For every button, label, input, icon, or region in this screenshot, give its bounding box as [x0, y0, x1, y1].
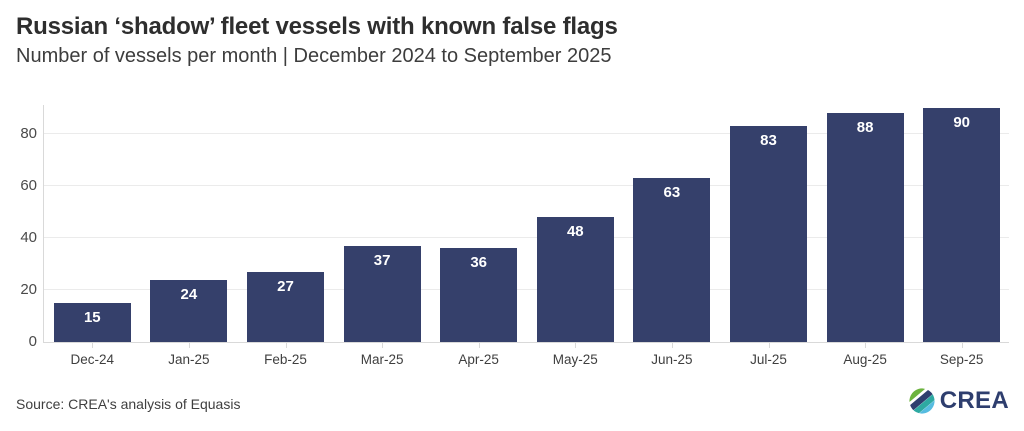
chart-subtitle: Number of vessels per month | December 2… — [16, 45, 612, 67]
bar: 83 — [730, 126, 807, 342]
bar-value-label: 48 — [566, 223, 584, 241]
x-tick-label: Apr-25 — [458, 352, 499, 367]
gridline — [44, 132, 1009, 134]
x-axis-tick — [478, 342, 480, 348]
chart-title: Russian ‘shadow’ fleet vessels with know… — [16, 13, 618, 40]
bar-value-label: 37 — [373, 251, 391, 269]
bar: 63 — [633, 178, 711, 342]
bar-value-label: 27 — [277, 277, 294, 295]
x-axis-tick — [188, 342, 190, 348]
crea-logo-icon — [904, 383, 940, 419]
x-tick-label: Aug-25 — [843, 352, 887, 367]
bar-value-label: 15 — [83, 308, 101, 326]
y-tick-label: 60 — [20, 176, 37, 194]
gridline — [44, 288, 1009, 290]
bar: 88 — [826, 113, 904, 342]
x-tick-label: Mar-25 — [360, 352, 404, 367]
x-axis-tick — [865, 342, 867, 348]
bar: 27 — [247, 271, 324, 342]
bar-value-label: 90 — [953, 113, 971, 131]
plot-area: 0 20 40 60 80 15 24 27 37 36 48 63 83 88 90 Dec-24 Jan… — [20, 105, 1009, 367]
x-tick-label: Jul-25 — [750, 352, 787, 367]
source-note: Source: CREA's analysis of Equasis — [16, 396, 241, 412]
x-tick-label: Dec-24 — [70, 352, 115, 367]
x-axis-tick — [961, 342, 963, 348]
x-tick-label: Jan-25 — [168, 352, 210, 367]
x-tick-label: Sep-25 — [939, 352, 984, 367]
x-axis-tick — [768, 342, 770, 348]
bar-value-label: 24 — [180, 285, 198, 303]
bar-value-label: 88 — [856, 119, 874, 137]
gridline — [44, 184, 1009, 186]
y-tick-label: 80 — [20, 124, 37, 142]
y-tick-label: 20 — [20, 280, 37, 298]
bar-value-label: 36 — [470, 254, 488, 272]
x-axis-tick — [92, 342, 94, 348]
x-axis-tick — [382, 342, 384, 348]
bar: 15 — [53, 302, 131, 342]
crea-logo: CREA — [904, 383, 1009, 419]
bar: 90 — [923, 107, 1001, 342]
bar-value-label: 83 — [760, 132, 777, 150]
x-axis-tick — [575, 342, 577, 348]
x-axis-tick — [671, 342, 673, 348]
x-axis-tick — [285, 342, 287, 348]
crea-logo-text: CREA — [939, 387, 1009, 414]
x-tick-label: May-25 — [552, 352, 598, 367]
bar: 36 — [440, 248, 518, 342]
bar: 48 — [536, 217, 614, 342]
y-tick-label: 40 — [20, 228, 37, 246]
bar: 24 — [150, 279, 228, 342]
gridline — [44, 236, 1009, 238]
bar-value-label: 63 — [663, 184, 681, 202]
x-tick-label: Feb-25 — [264, 352, 307, 367]
x-tick-label: Jun-25 — [651, 352, 693, 367]
bar: 37 — [343, 245, 421, 342]
y-tick-label: 0 — [28, 333, 37, 350]
